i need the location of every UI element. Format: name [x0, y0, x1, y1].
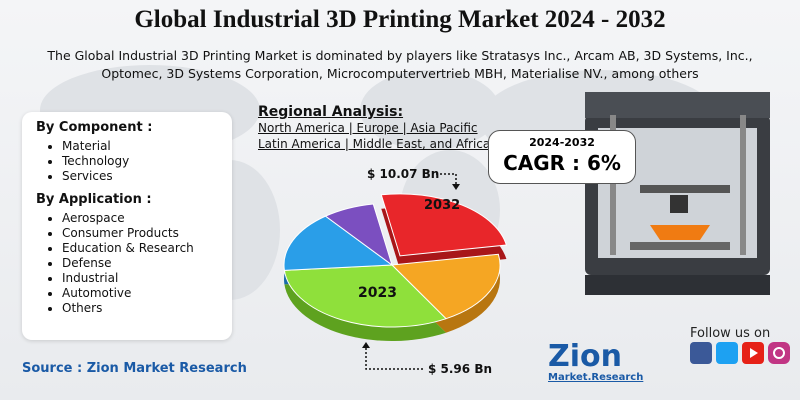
source: Source : Zion Market Research — [22, 361, 247, 376]
follow: Follow us on — [690, 326, 771, 341]
segment-item: Others — [62, 301, 232, 316]
pie-label: 2023 — [358, 285, 397, 301]
callouts — [365, 173, 457, 370]
segment-item: Automotive — [62, 286, 232, 301]
segment-item: Consumer Products — [62, 226, 232, 241]
pie-chart — [283, 193, 508, 342]
logo-tagline: Market.Research — [548, 372, 643, 383]
segments-panel: By Component : MaterialTechnologyServices… — [22, 112, 232, 340]
regional: Regional Analysis: North America | Europ… — [258, 104, 490, 152]
segment-list: MaterialTechnologyServices — [22, 139, 232, 184]
subtitle: The Global Industrial 3D Printing Market… — [47, 48, 753, 63]
segment-item: Industrial — [62, 271, 232, 286]
pie-slice — [283, 215, 394, 271]
segment-item: Aerospace — [62, 211, 232, 226]
segment-item: Defense — [62, 256, 232, 271]
regional-heading: Regional Analysis: — [258, 104, 404, 120]
cagr-period: 2024-2032 — [529, 136, 595, 149]
cagr-box: 2024-2032 CAGR : 6% — [488, 130, 636, 184]
subtitle: Optomec, 3D Systems Corporation, Microco… — [101, 66, 699, 81]
value-label: $ 5.96 Bn — [428, 362, 492, 376]
regions: North America | Europe | Asia Pacific — [258, 121, 478, 135]
segment-item: Material — [62, 139, 232, 154]
regions: Latin America | Middle East, and Africa — [258, 137, 491, 151]
pie-label: 2032 — [424, 198, 460, 213]
logo: Zion — [548, 339, 622, 374]
segment-list: AerospaceConsumer ProductsEducation & Re… — [22, 211, 232, 316]
pie-slice — [390, 253, 501, 320]
segment-item: Technology — [62, 154, 232, 169]
printer — [585, 92, 770, 295]
title: Global Industrial 3D Printing Market 202… — [134, 6, 666, 33]
social-icons — [690, 342, 790, 364]
segment-item: Education & Research — [62, 241, 232, 256]
pie-slice — [324, 203, 393, 267]
cagr-value: CAGR : 6% — [503, 151, 621, 175]
segment-heading: By Application : — [36, 192, 152, 207]
arrow — [362, 342, 370, 348]
arrow — [452, 184, 460, 190]
segment-item: Services — [62, 169, 232, 184]
value-label: $ 10.07 Bn — [367, 167, 439, 181]
pie-slice — [283, 264, 447, 328]
segment-heading: By Component : — [36, 120, 153, 135]
pie-slice — [380, 193, 508, 257]
